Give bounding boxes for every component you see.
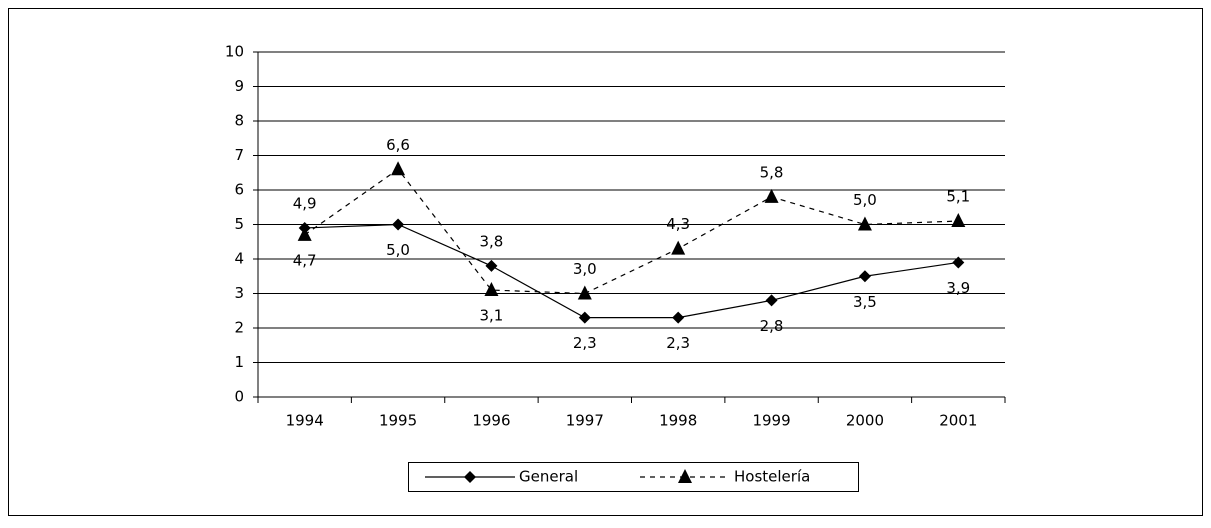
- data-label: 3,8: [480, 232, 504, 250]
- marker: [672, 311, 685, 324]
- x-tick-label: 2001: [939, 412, 977, 430]
- series-line: [304, 168, 959, 295]
- marker: [391, 161, 406, 176]
- data-label: 4,3: [666, 215, 690, 233]
- x-tick-label: 1995: [379, 412, 417, 430]
- y-tick-label: 10: [225, 43, 244, 61]
- marker: [857, 216, 872, 231]
- data-label: 2,3: [573, 334, 597, 352]
- marker: [764, 188, 779, 203]
- data-label: 6,6: [386, 136, 410, 154]
- y-tick-label: 3: [234, 284, 244, 302]
- x-tick-label: 2000: [846, 412, 884, 430]
- marker: [671, 240, 686, 255]
- marker: [858, 270, 871, 283]
- series-line: [304, 223, 959, 319]
- data-label: 5,0: [853, 191, 877, 209]
- data-label: 5,0: [386, 241, 410, 259]
- y-tick-label: 9: [234, 77, 244, 95]
- marker: [577, 285, 592, 300]
- x-tick-label: 1999: [752, 412, 790, 430]
- marker: [297, 226, 312, 241]
- data-label: 3,0: [573, 260, 597, 278]
- marker: [765, 294, 778, 307]
- legend-label: Hostelería: [734, 468, 810, 486]
- legend-marker: [678, 469, 692, 483]
- y-tick-label: 4: [234, 250, 244, 268]
- marker: [484, 282, 499, 297]
- data-label: 2,8: [760, 317, 784, 335]
- data-label: 2,3: [666, 334, 690, 352]
- y-tick-label: 2: [234, 319, 244, 337]
- y-tick-label: 6: [234, 181, 244, 199]
- data-label: 3,1: [480, 307, 504, 325]
- data-label: 3,5: [853, 293, 877, 311]
- marker: [952, 256, 965, 269]
- y-tick-label: 7: [234, 146, 244, 164]
- marker: [951, 213, 966, 228]
- marker: [485, 259, 498, 272]
- x-tick-label: 1998: [659, 412, 697, 430]
- y-tick-label: 8: [234, 112, 244, 130]
- data-label: 5,8: [760, 163, 784, 181]
- x-tick-label: 1996: [472, 412, 510, 430]
- legend-marker: [464, 471, 476, 483]
- y-tick-label: 1: [234, 353, 244, 371]
- y-tick-label: 5: [234, 215, 244, 233]
- x-tick-label: 1997: [566, 412, 604, 430]
- marker: [392, 218, 405, 231]
- x-tick-label: 1994: [286, 412, 324, 430]
- data-label: 4,7: [293, 251, 317, 269]
- marker: [578, 311, 591, 324]
- legend-label: General: [519, 468, 578, 486]
- chart-frame: [8, 8, 1203, 516]
- data-label: 3,9: [946, 279, 970, 297]
- y-tick-label: 0: [234, 388, 244, 406]
- data-label: 5,1: [946, 188, 970, 206]
- data-label: 4,9: [293, 194, 317, 212]
